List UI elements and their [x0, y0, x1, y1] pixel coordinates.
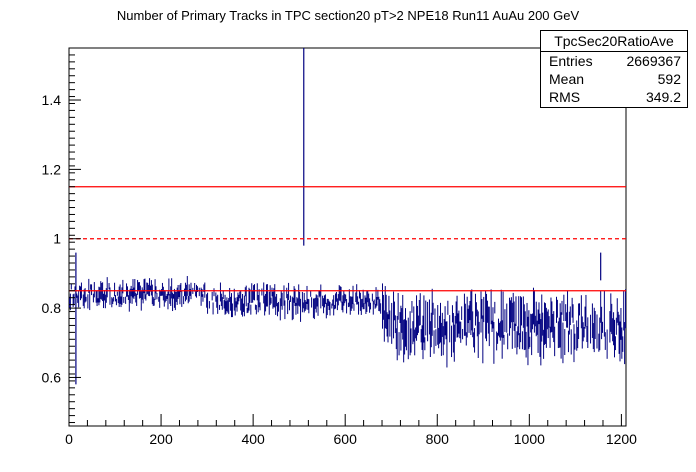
- stats-value: 2669367: [626, 53, 681, 69]
- stats-label: RMS: [549, 89, 581, 105]
- stats-row-entries: Entries 2669367: [541, 52, 687, 70]
- y-tick-label: 0.8: [42, 300, 62, 316]
- stats-box: TpcSec20RatioAve Entries 2669367 Mean 59…: [540, 30, 688, 108]
- y-tick-label: 1.4: [42, 92, 62, 108]
- chart-title: Number of Primary Tracks in TPC section2…: [116, 8, 580, 23]
- stats-value: 592: [657, 71, 681, 87]
- x-tick-label: 800: [426, 431, 450, 447]
- x-tick-label: 400: [241, 431, 265, 447]
- x-tick-label: 200: [149, 431, 173, 447]
- stats-label: Entries: [549, 53, 593, 69]
- stats-label: Mean: [549, 71, 585, 87]
- plot-frame: [68, 47, 627, 427]
- x-tick-label: 0: [65, 431, 73, 447]
- x-tick-label: 600: [334, 431, 358, 447]
- stats-value: 349.2: [645, 89, 681, 105]
- stats-name: TpcSec20RatioAve: [541, 31, 687, 52]
- y-tick-label: 0.6: [42, 369, 62, 385]
- stats-row-rms: RMS 349.2: [541, 88, 687, 106]
- y-tick-label: 1.2: [42, 161, 62, 177]
- x-tick-label: 1000: [514, 431, 545, 447]
- stats-row-mean: Mean 592: [541, 70, 687, 88]
- x-tick-label: 1200: [606, 431, 637, 447]
- y-tick-label: 1: [53, 231, 61, 247]
